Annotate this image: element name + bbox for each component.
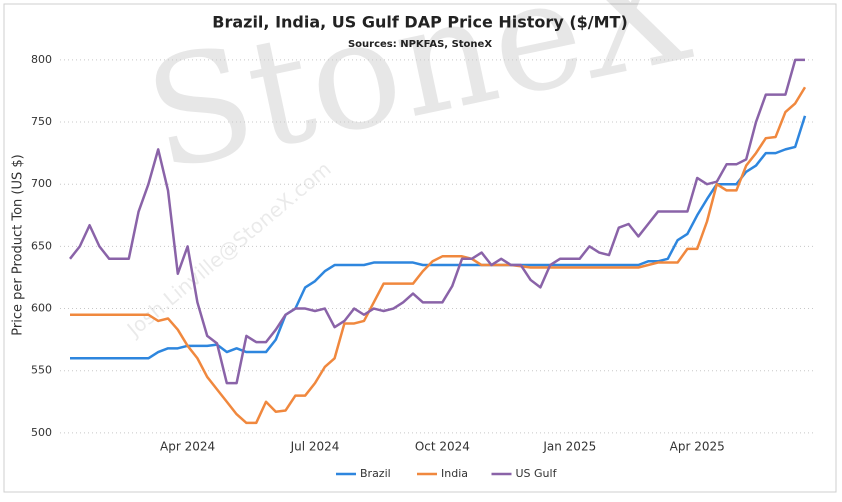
legend-label: US Gulf xyxy=(516,467,558,480)
x-tick-label: Apr 2024 xyxy=(160,440,215,454)
legend-label: India xyxy=(441,467,468,480)
series-line xyxy=(70,115,807,360)
y-tick-label: 750 xyxy=(31,115,52,128)
y-tick-label: 650 xyxy=(31,239,52,252)
legend-label: Brazil xyxy=(360,467,391,480)
y-tick-label: 700 xyxy=(31,177,52,190)
y-axis-title: Price per Product Ton (US $) xyxy=(11,154,26,335)
chart-title: Brazil, India, US Gulf DAP Price History… xyxy=(212,13,628,32)
x-tick-label: Jul 2024 xyxy=(290,440,340,454)
y-tick-label: 600 xyxy=(31,302,52,315)
x-tick-label: Oct 2024 xyxy=(415,440,470,454)
series-line xyxy=(70,86,807,425)
y-tick-label: 550 xyxy=(31,364,52,377)
y-tick-label: 800 xyxy=(31,53,52,66)
y-tick-label: 500 xyxy=(31,426,52,439)
chart-subtitle: Sources: NPKFAS, StoneX xyxy=(348,39,492,50)
x-tick-label: Jan 2025 xyxy=(542,440,596,454)
x-tick-label: Apr 2025 xyxy=(670,440,725,454)
series-line xyxy=(69,58,805,385)
